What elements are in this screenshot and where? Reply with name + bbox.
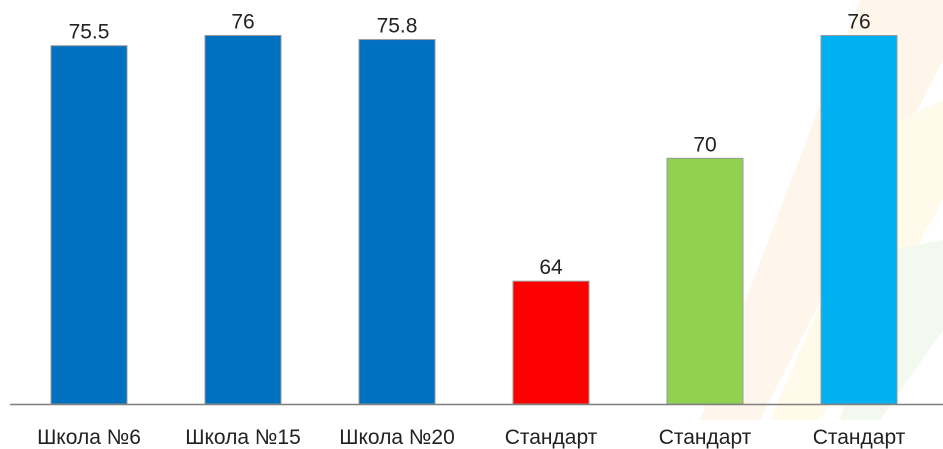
data-label: 76 xyxy=(231,10,254,33)
bar xyxy=(820,34,898,405)
x-tick-label: Школа №15 xyxy=(185,426,301,449)
data-label: 76 xyxy=(847,10,870,33)
x-tick-label: Стандарт xyxy=(505,426,598,449)
bar xyxy=(358,39,436,405)
x-tick-label: Школа №6 xyxy=(37,426,141,449)
x-tick-label: Стандарт xyxy=(659,426,752,449)
x-tick-label: Стандарт xyxy=(813,426,906,449)
data-label: 75.8 xyxy=(377,15,418,38)
x-tick-label: Школа №20 xyxy=(339,426,455,449)
data-label: 75.5 xyxy=(69,21,110,44)
bar xyxy=(50,45,128,405)
data-label: 64 xyxy=(539,256,563,279)
bar xyxy=(512,280,590,405)
data-label: 70 xyxy=(693,133,716,156)
bar xyxy=(204,34,282,405)
bar xyxy=(666,157,744,405)
